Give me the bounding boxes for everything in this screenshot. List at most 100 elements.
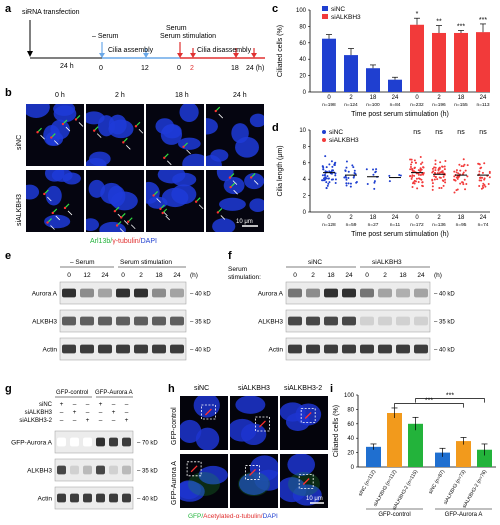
cilium [302, 478, 310, 485]
g-sign: – [73, 401, 77, 408]
nucleus [99, 221, 126, 232]
d-point [410, 158, 413, 161]
d-point [441, 179, 444, 182]
c-sig-label: *** [479, 17, 487, 24]
arrow-indicator [119, 228, 125, 232]
basal-body [63, 206, 67, 210]
d-point [420, 178, 423, 181]
g-band [83, 465, 92, 475]
d-point [478, 163, 481, 166]
d-point [365, 168, 368, 171]
arrow-indicator [55, 215, 61, 221]
c-sig-label: ** [436, 19, 442, 26]
nucleus [180, 481, 205, 502]
f-band [360, 288, 374, 298]
d-point [460, 165, 463, 168]
f-group-sinc: siNC [308, 259, 322, 266]
d-point [388, 174, 391, 177]
d-point [325, 187, 328, 190]
i-ytick-label: 0 [351, 465, 355, 471]
i-bar [456, 441, 471, 467]
d-point [414, 161, 417, 164]
nucleus [287, 454, 315, 476]
d-point [443, 168, 446, 171]
nucleus [280, 477, 307, 503]
nucleus [86, 218, 99, 231]
d-point [488, 176, 491, 179]
g-sign: – [86, 409, 90, 416]
basal-body [113, 209, 117, 213]
nucleus [26, 184, 40, 200]
e-band [62, 344, 76, 354]
arrow-indicator [126, 145, 131, 150]
g-sign: – [99, 417, 103, 424]
d-point [463, 178, 466, 181]
i-sig-label-2: *** [446, 393, 454, 400]
f-band [306, 344, 320, 354]
i-ytick-label: 60 [347, 422, 354, 428]
d-point [328, 181, 331, 184]
d-point [478, 170, 481, 173]
g-band [57, 493, 66, 503]
basal-body [214, 109, 217, 113]
nucleus [180, 419, 202, 443]
g-sign: – [112, 417, 116, 424]
i-bar [435, 452, 450, 467]
g-band [70, 437, 79, 447]
g-group-aurora: GFP-Aurora A [95, 390, 133, 396]
minus-serum-label: – Serum [92, 33, 119, 40]
f-unit: (h) [434, 272, 442, 279]
d-sig-label: ns [479, 129, 487, 136]
d-point [434, 159, 437, 162]
scale-bar-label: 10 μm [236, 219, 253, 225]
d-point [442, 184, 445, 187]
c-legend-swatch-sialkbh3 [322, 14, 328, 19]
d-point [373, 180, 376, 183]
d-point [483, 178, 486, 181]
d-ytick-label: 2 [303, 194, 307, 200]
h-row-gfp-aurora: GFP-Aurora A [171, 461, 178, 505]
e-lane-label: 0 [67, 272, 71, 279]
d-point [487, 183, 490, 186]
nucleus [195, 427, 220, 450]
d-point [455, 176, 458, 179]
panel-h-col-headers: siNC siALKBH3 siALKBH3-2 [180, 385, 330, 397]
f-band [288, 316, 302, 326]
d-point [480, 187, 483, 190]
arrow-indicator [232, 180, 238, 185]
g-sign: – [60, 417, 64, 424]
d-point [442, 175, 445, 178]
g-condition-label: siALKBH3-2 [19, 418, 52, 424]
e-row-label: Aurora A [32, 291, 58, 298]
f-band [324, 316, 338, 326]
f-band [342, 344, 356, 354]
d-legend-sialkbh3: siALKBH3 [329, 137, 359, 144]
d-point [410, 163, 413, 166]
inset-box [298, 474, 314, 489]
d-point [431, 182, 434, 185]
g-band [96, 493, 105, 503]
d-point [455, 171, 458, 174]
basal-body [161, 211, 164, 215]
g-sign: + [112, 409, 116, 416]
panel-label-d: d [272, 122, 279, 134]
panel-label-b: b [5, 87, 12, 99]
f-lane-label: 24 [345, 272, 353, 279]
d-point [484, 185, 487, 188]
g-band [83, 493, 92, 503]
panel-label-a: a [5, 3, 12, 15]
nucleus [206, 118, 218, 135]
g-condition-label: siALKBH3 [25, 410, 53, 416]
g-band [109, 465, 118, 475]
c-legend-sinc: siNC [331, 6, 345, 13]
g-band [70, 493, 79, 503]
d-n-label: n=128 [322, 222, 336, 228]
f-lane-label: 24 [417, 272, 425, 279]
d-point [327, 177, 330, 180]
d-ylabel: Cilia length (μm) [277, 145, 284, 196]
chart-ciliated-cells-rescue: 0 20 40 60 80 100 Ciliated cells (%) siNC (n=11… [333, 393, 496, 518]
c-bar [476, 32, 490, 92]
d-point [374, 170, 377, 173]
